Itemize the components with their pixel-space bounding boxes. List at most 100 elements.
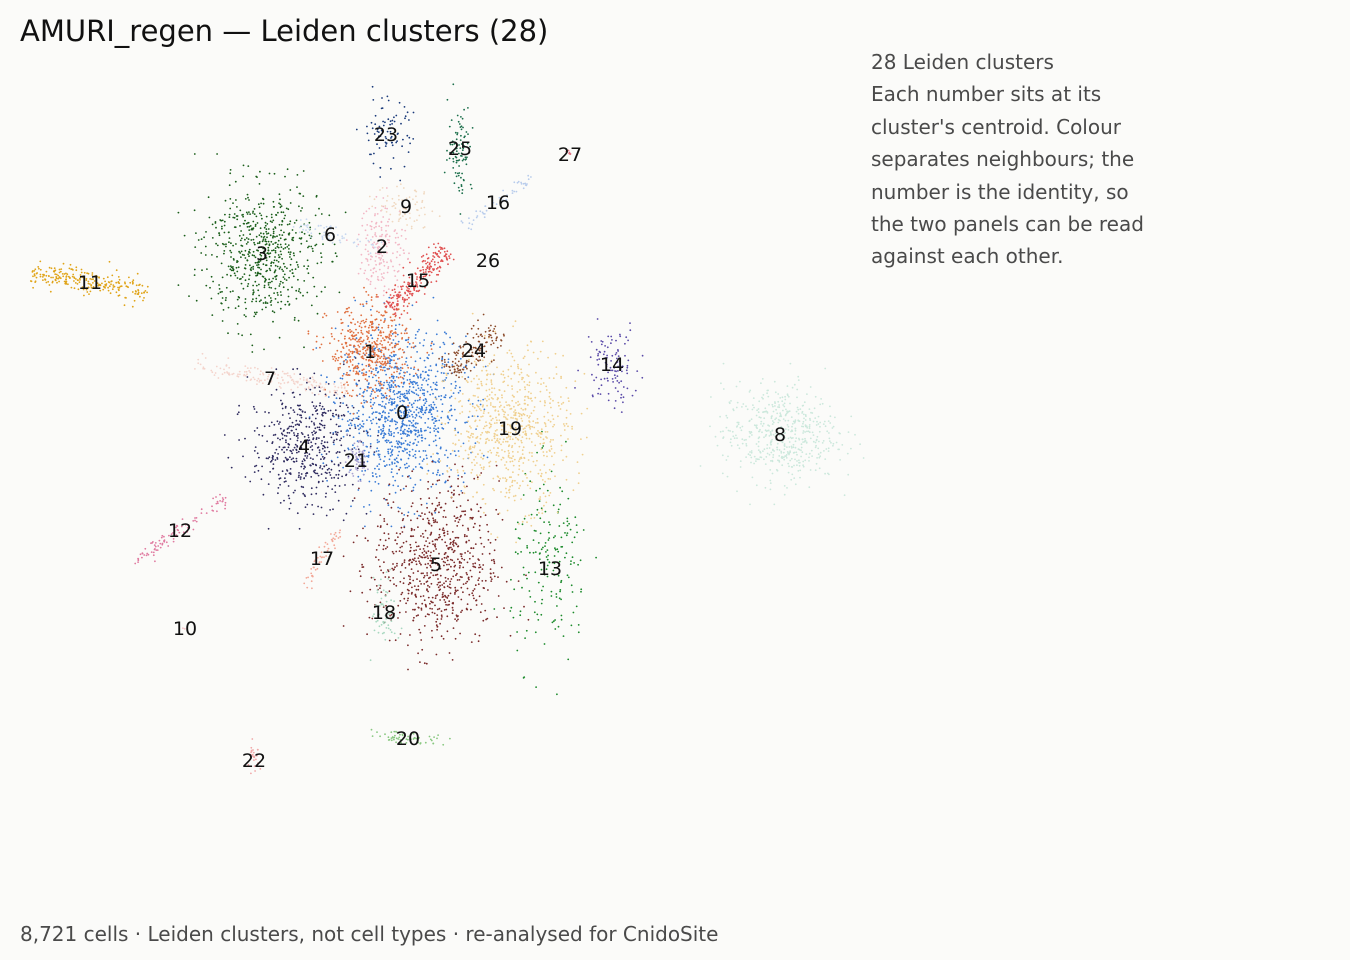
cell-point xyxy=(235,266,238,269)
cell-point xyxy=(401,564,403,567)
cell-point xyxy=(394,241,397,244)
cell-point xyxy=(65,272,67,275)
cell-point xyxy=(357,409,360,412)
cell-point xyxy=(384,311,387,314)
cell-point xyxy=(819,425,821,428)
cell-point xyxy=(435,473,438,476)
cell-point xyxy=(483,546,485,548)
cell-point xyxy=(451,531,454,533)
cell-point xyxy=(401,424,404,427)
cell-point xyxy=(441,473,444,475)
cell-point xyxy=(214,372,217,374)
cell-point xyxy=(782,409,784,412)
cell-point xyxy=(418,214,421,217)
cell-point xyxy=(258,272,260,275)
cell-point xyxy=(390,334,393,337)
cell-point xyxy=(752,397,755,399)
cell-point xyxy=(413,549,415,552)
cell-point xyxy=(432,392,434,395)
cell-point xyxy=(862,457,865,459)
cell-point xyxy=(222,498,225,501)
cell-point xyxy=(436,583,439,586)
cell-point xyxy=(416,422,419,425)
cell-point xyxy=(422,226,425,229)
cell-point xyxy=(456,589,459,592)
note-line: Each number sits at its xyxy=(871,82,1102,107)
cell-point xyxy=(419,357,422,360)
cell-point xyxy=(383,465,386,467)
cell-point xyxy=(295,460,298,463)
cell-point xyxy=(298,424,300,427)
cell-point xyxy=(335,255,338,258)
cell-point xyxy=(406,452,408,454)
cell-point xyxy=(287,374,289,377)
cell-point xyxy=(238,439,241,441)
cell-point xyxy=(599,351,602,354)
cell-point xyxy=(413,585,416,587)
cell-point xyxy=(325,464,328,467)
cell-point xyxy=(45,274,48,277)
cell-point xyxy=(451,364,454,366)
cell-point xyxy=(426,574,429,577)
cell-point xyxy=(431,388,433,391)
cell-point xyxy=(379,368,382,371)
cell-point xyxy=(163,535,165,538)
cell-point xyxy=(432,343,435,346)
cell-point xyxy=(282,286,285,289)
cell-point xyxy=(401,519,404,522)
cell-point xyxy=(287,446,290,449)
cell-point xyxy=(410,432,412,434)
cell-point xyxy=(331,414,334,417)
cell-point xyxy=(437,581,440,584)
cell-point xyxy=(127,276,130,279)
cell-point xyxy=(59,277,62,280)
cell-point xyxy=(268,243,271,246)
cell-point xyxy=(467,577,470,579)
cell-point xyxy=(382,241,385,243)
cell-point xyxy=(375,296,378,298)
cell-point xyxy=(419,375,422,377)
cell-point xyxy=(796,460,798,462)
cell-point xyxy=(318,428,321,431)
cell-point xyxy=(419,466,422,469)
cell-point xyxy=(438,479,441,481)
cell-point xyxy=(774,432,777,435)
cell-point xyxy=(246,193,249,196)
cell-point xyxy=(401,324,404,327)
cell-point xyxy=(389,316,392,319)
cell-point xyxy=(762,450,764,452)
cell-point xyxy=(378,323,380,326)
cell-point xyxy=(257,203,260,206)
cell-point xyxy=(407,475,409,478)
cell-point xyxy=(420,282,422,284)
cell-point xyxy=(255,175,258,178)
cell-point xyxy=(427,426,429,429)
cell-point xyxy=(266,252,269,255)
cell-point xyxy=(374,347,377,350)
cell-point xyxy=(406,443,409,446)
cell-point xyxy=(444,394,447,396)
cell-point xyxy=(276,420,279,423)
cell-point xyxy=(422,450,425,452)
cell-point xyxy=(489,541,492,544)
cell-point xyxy=(268,278,271,281)
cell-point xyxy=(426,537,429,539)
cell-point xyxy=(276,458,279,460)
cell-point xyxy=(346,420,349,422)
cell-point xyxy=(258,283,260,286)
cell-point xyxy=(247,283,250,285)
cell-point xyxy=(763,436,765,439)
cell-point xyxy=(403,381,405,384)
cell-point xyxy=(593,379,595,382)
cell-point xyxy=(459,632,461,635)
cell-point xyxy=(221,500,224,503)
cell-point xyxy=(421,467,424,470)
cell-point xyxy=(422,379,424,381)
cell-point xyxy=(303,346,305,349)
cell-point xyxy=(417,429,420,432)
cell-point xyxy=(382,363,384,366)
cell-point xyxy=(366,338,369,341)
cell-point xyxy=(334,353,337,355)
cell-point xyxy=(316,262,319,265)
cell-point xyxy=(250,239,253,241)
